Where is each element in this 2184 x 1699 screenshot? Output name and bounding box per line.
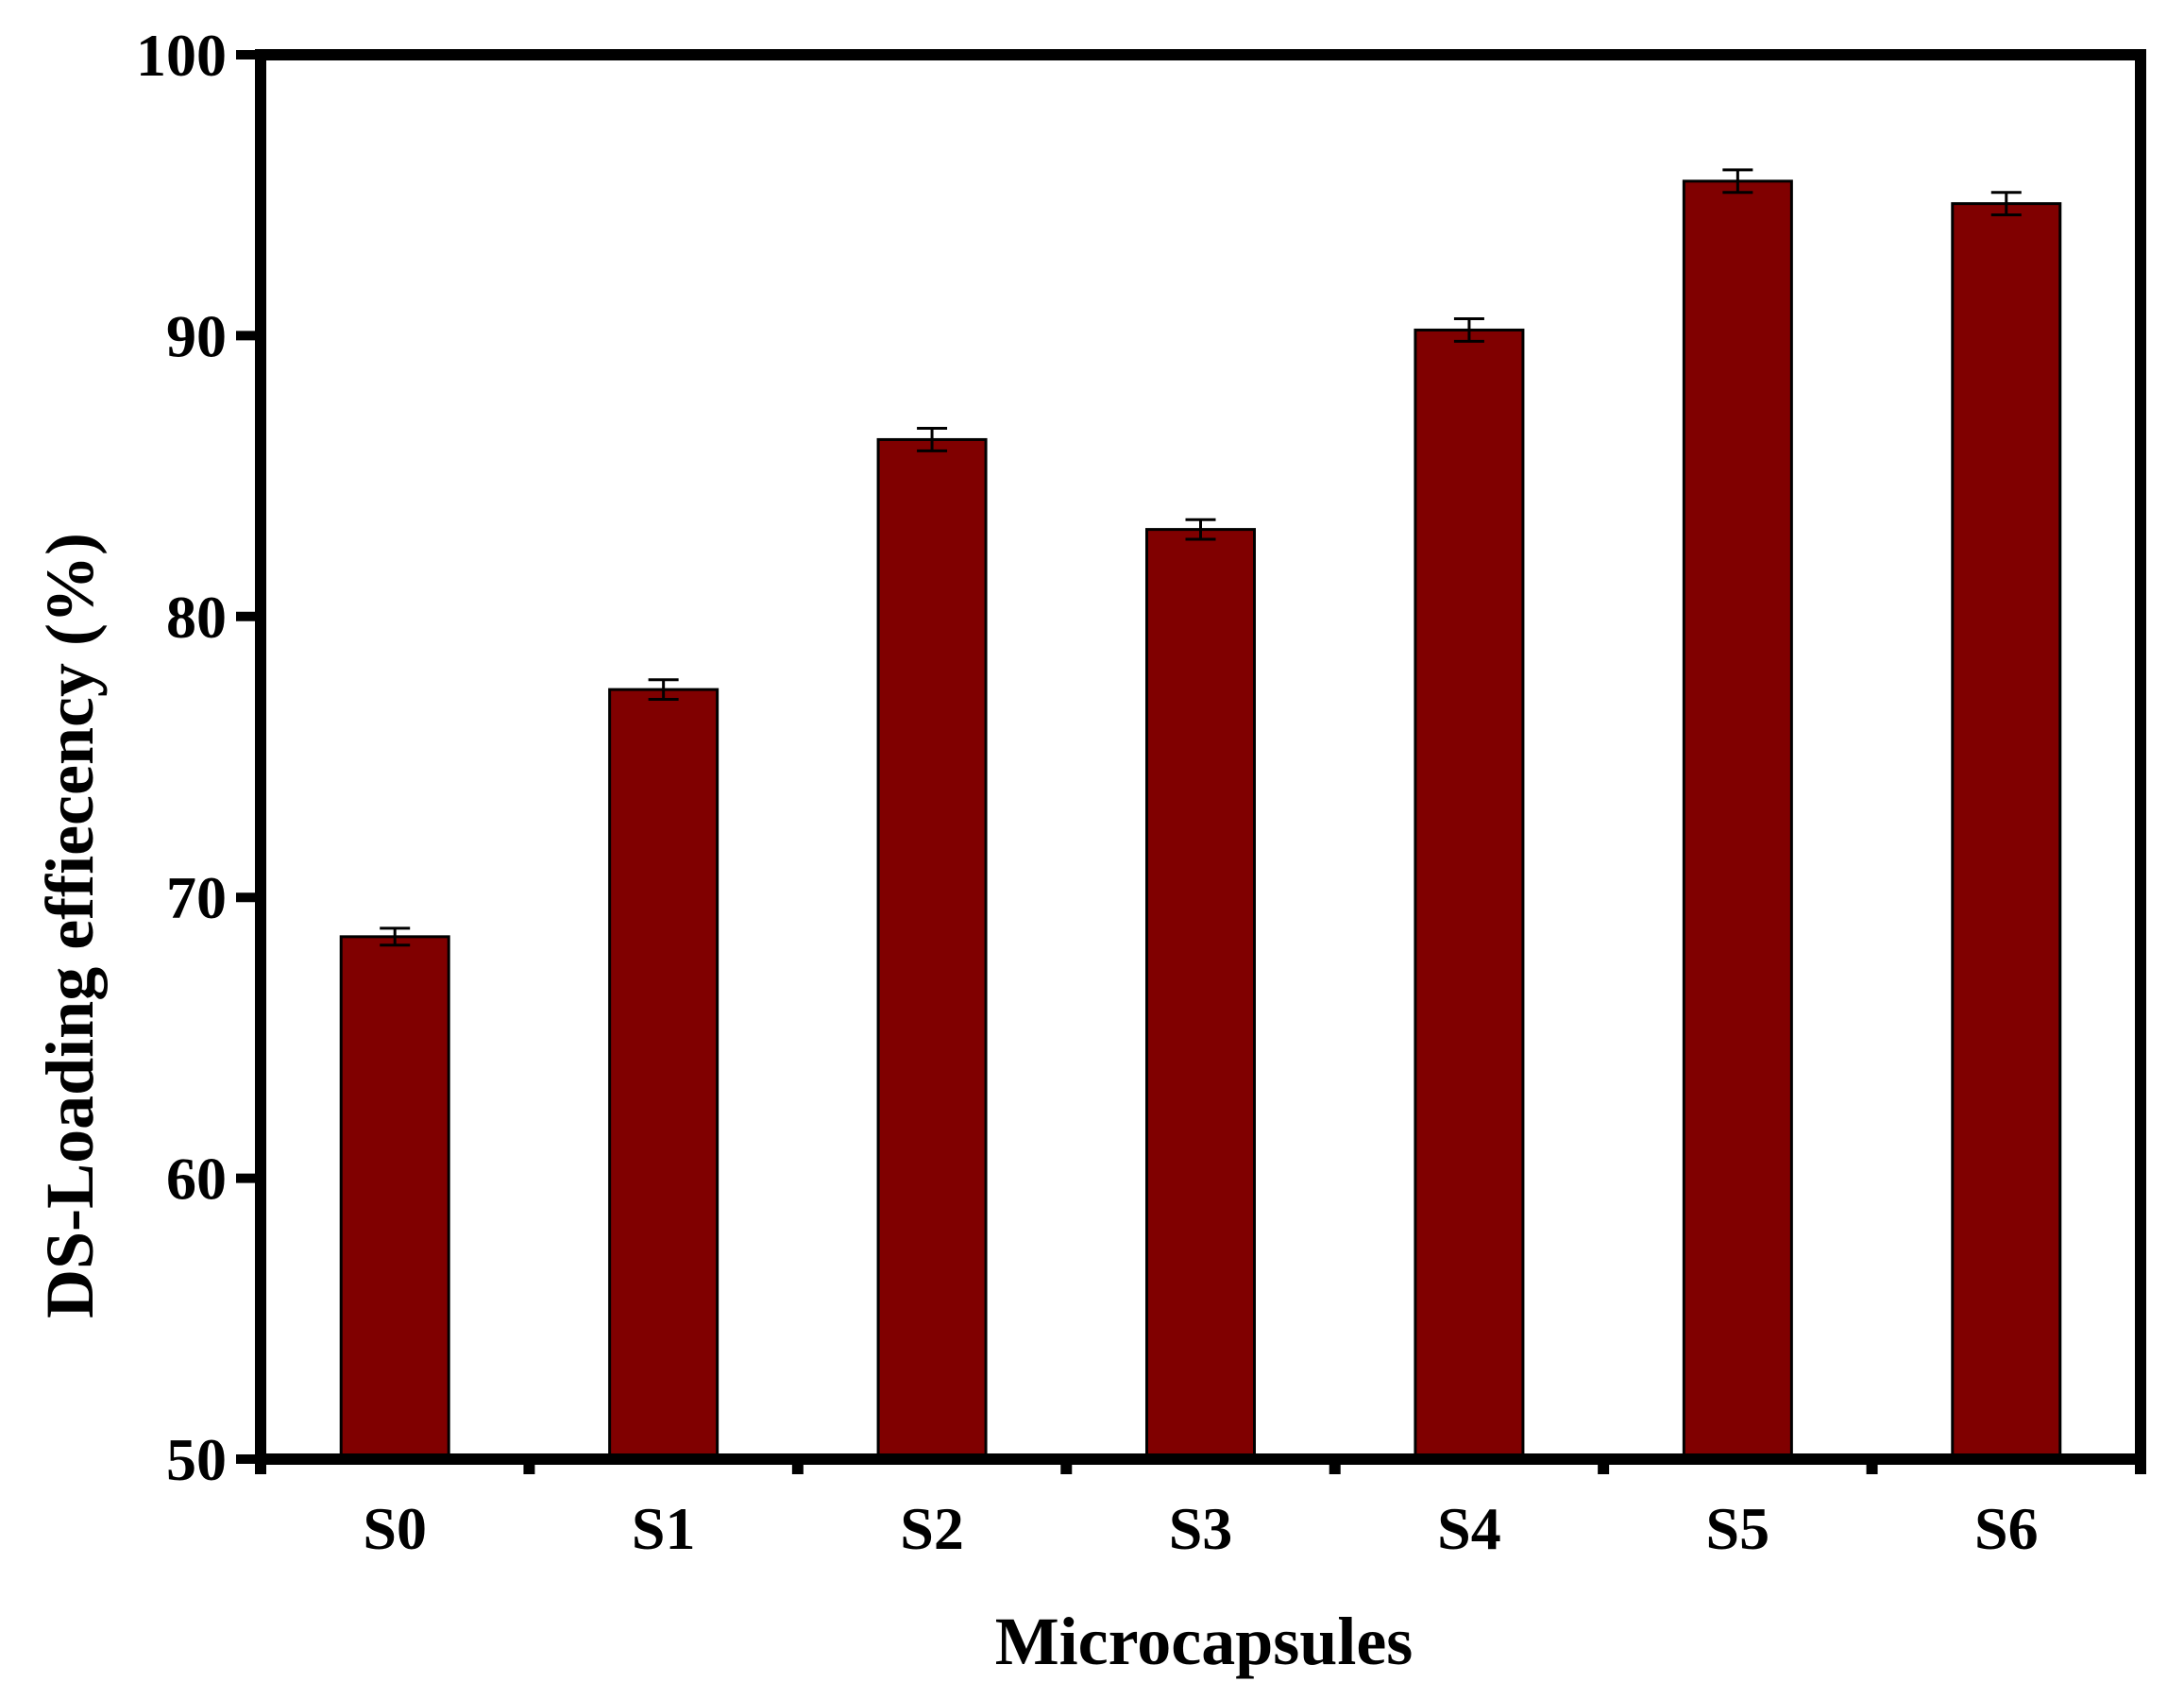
y-axis-title: DS-Loading effiecency (%): [32, 533, 108, 1318]
error-bar-S0: [380, 926, 411, 947]
y-tick-label-100: 100: [136, 22, 227, 89]
error-bar-S6: [1990, 191, 2022, 217]
x-axis-title: Microcapsules: [995, 1604, 1414, 1679]
axes-layer: [236, 49, 2146, 1474]
error-bar-S3: [1185, 518, 1216, 541]
y-tick-label-50: 50: [166, 1426, 227, 1493]
x-tick-label-S0: S0: [363, 1495, 427, 1562]
bar-S3: [1145, 528, 1256, 1461]
x-tick-label-S1: S1: [632, 1495, 696, 1562]
error-bar-S4: [1453, 317, 1484, 343]
y-tick-label-90: 90: [166, 302, 227, 369]
bar-S1: [608, 688, 720, 1461]
bar-S6: [1951, 202, 2062, 1461]
error-bar-S2: [917, 427, 948, 452]
y-tick-label-70: 70: [166, 864, 227, 931]
y-tick-label-60: 60: [166, 1146, 227, 1213]
error-bars-layer: [380, 168, 2022, 947]
x-tick-labels: S0 S1 S2 S3 S4 S5 S6: [363, 1495, 2038, 1562]
y-tick-label-80: 80: [166, 584, 227, 651]
y-tick-labels: 50 60 70 80 90 100: [136, 22, 227, 1493]
x-tick-label-S4: S4: [1437, 1495, 1501, 1562]
bar-S4: [1414, 328, 1525, 1461]
bar-S5: [1682, 179, 1793, 1461]
bar-S0: [339, 935, 450, 1461]
error-bar-S5: [1722, 168, 1753, 195]
error-bar-S1: [648, 678, 679, 702]
bars-layer: [339, 179, 2062, 1461]
bar-S2: [876, 437, 988, 1461]
x-tick-label-S2: S2: [900, 1495, 964, 1562]
plot-frame: [255, 49, 2146, 1465]
x-tick-label-S6: S6: [1974, 1495, 2039, 1562]
x-tick-label-S5: S5: [1706, 1495, 1770, 1562]
x-tick-label-S3: S3: [1169, 1495, 1233, 1562]
